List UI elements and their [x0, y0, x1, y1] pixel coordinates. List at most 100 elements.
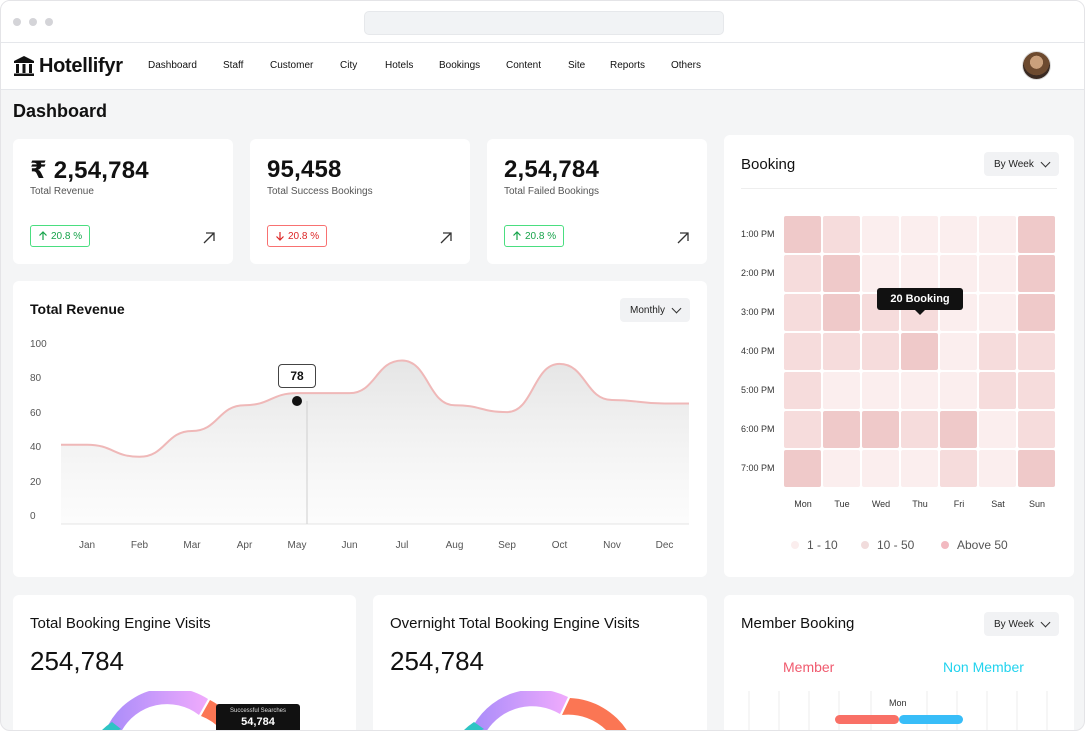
- booking-title: Booking: [741, 156, 796, 173]
- heatmap-cell[interactable]: [940, 333, 977, 370]
- tooltip-value: 54,784: [241, 716, 275, 728]
- arrow-up-right-icon[interactable]: [676, 231, 690, 245]
- y-tick-label: 0: [30, 511, 36, 522]
- stat-label: Total Failed Bookings: [504, 186, 600, 197]
- arrow-up-icon: [513, 231, 521, 240]
- heatmap-cell[interactable]: [823, 411, 860, 448]
- stat-card-revenue: ₹ 2,54,784 Total Revenue 20.8 %: [13, 139, 233, 264]
- x-tick-label: Apr: [236, 540, 253, 551]
- heatmap-cell[interactable]: [940, 216, 977, 253]
- overnight-card: [373, 595, 707, 730]
- nav-others[interactable]: Others: [671, 60, 702, 71]
- nav-dashboard[interactable]: Dashboard: [148, 60, 197, 71]
- heatmap-cell[interactable]: [979, 411, 1016, 448]
- heatmap-cell[interactable]: [784, 411, 821, 448]
- legend-dot: [861, 541, 869, 549]
- heatmap-cell[interactable]: [823, 294, 860, 331]
- heatmap-cell[interactable]: [901, 450, 938, 487]
- heatmap-tooltip: 20 Booking: [877, 288, 963, 315]
- nav-hotels[interactable]: Hotels: [385, 60, 414, 71]
- heatmap-cell[interactable]: [940, 450, 977, 487]
- window-dot[interactable]: [45, 18, 53, 26]
- heatmap-cell[interactable]: [940, 255, 977, 292]
- heatmap-cell[interactable]: [784, 216, 821, 253]
- booking-period-dropdown[interactable]: By Week: [984, 152, 1059, 176]
- heatmap-col-label: Sun: [1028, 499, 1045, 509]
- data-point-marker[interactable]: [292, 396, 302, 406]
- heatmap-cell[interactable]: [901, 372, 938, 409]
- nav-reports[interactable]: Reports: [610, 60, 646, 71]
- heatmap-cell[interactable]: [1018, 333, 1055, 370]
- member-day-label: Mon: [889, 698, 907, 708]
- heatmap-cell[interactable]: [940, 372, 977, 409]
- heatmap-cell[interactable]: [823, 216, 860, 253]
- heatmap-cell[interactable]: [862, 450, 899, 487]
- dropdown-value: By Week: [994, 158, 1034, 170]
- legend-item-high: Above 50: [941, 538, 1008, 552]
- heatmap-cell[interactable]: [1018, 216, 1055, 253]
- heatmap-cell[interactable]: [979, 450, 1016, 487]
- heatmap-cell[interactable]: [1018, 372, 1055, 409]
- heatmap-cell[interactable]: [862, 216, 899, 253]
- heatmap-cell[interactable]: [979, 333, 1016, 370]
- x-tick-label: Jun: [341, 540, 358, 551]
- user-avatar[interactable]: [1022, 51, 1051, 80]
- heatmap-cell[interactable]: [1018, 255, 1055, 292]
- heatmap-cell[interactable]: [784, 294, 821, 331]
- heatmap-row-label: 6:00 PM: [741, 424, 775, 434]
- x-tick-label: Sep: [498, 540, 516, 551]
- nav-content[interactable]: Content: [506, 60, 542, 71]
- heatmap-cell[interactable]: [823, 333, 860, 370]
- address-bar[interactable]: [364, 11, 724, 35]
- change-value: 20.8 %: [288, 230, 320, 242]
- heatmap-cell[interactable]: [901, 333, 938, 370]
- window-dot[interactable]: [29, 18, 37, 26]
- arrow-up-right-icon[interactable]: [439, 231, 453, 245]
- heatmap-cell[interactable]: [979, 294, 1016, 331]
- nav-staff[interactable]: Staff: [223, 60, 244, 71]
- heatmap-row-label: 1:00 PM: [741, 229, 775, 239]
- heatmap-cell[interactable]: [823, 372, 860, 409]
- app-logo[interactable]: Hotellifyr: [13, 53, 123, 79]
- heatmap-cell[interactable]: [979, 372, 1016, 409]
- overnight-title: Overnight Total Booking Engine Visits: [390, 615, 640, 632]
- heatmap-col-label: Wed: [871, 499, 891, 509]
- nav-city[interactable]: City: [340, 60, 358, 71]
- heatmap-cell[interactable]: [784, 333, 821, 370]
- heatmap-cell[interactable]: [784, 255, 821, 292]
- heatmap-cell[interactable]: [862, 372, 899, 409]
- window-dot[interactable]: [13, 18, 21, 26]
- heatmap-cell[interactable]: [1018, 411, 1055, 448]
- member-period-dropdown[interactable]: By Week: [984, 612, 1059, 636]
- heatmap-cell[interactable]: [862, 255, 899, 292]
- heatmap-cell[interactable]: [901, 411, 938, 448]
- heatmap-cell[interactable]: [940, 411, 977, 448]
- heatmap-cell[interactable]: [784, 450, 821, 487]
- arrow-up-right-icon[interactable]: [202, 231, 216, 245]
- heatmap-cell[interactable]: [1018, 294, 1055, 331]
- nav-bookings[interactable]: Bookings: [439, 60, 481, 71]
- heatmap-cell[interactable]: [979, 255, 1016, 292]
- tooltip-label: Successful Searches: [229, 708, 287, 714]
- heatmap-cell[interactable]: [901, 216, 938, 253]
- change-value: 20.8 %: [51, 230, 83, 242]
- heatmap-cell[interactable]: [784, 372, 821, 409]
- heatmap-cell[interactable]: [823, 450, 860, 487]
- y-tick-label: 80: [30, 373, 42, 385]
- revenue-period-dropdown[interactable]: Monthly: [620, 298, 691, 322]
- heatmap-cell[interactable]: [862, 411, 899, 448]
- x-tick-label: Dec: [655, 540, 674, 551]
- heatmap-cell[interactable]: [862, 333, 899, 370]
- heatmap-cell[interactable]: [979, 216, 1016, 253]
- y-tick-label: 20: [30, 476, 42, 488]
- heatmap-cell[interactable]: [1018, 450, 1055, 487]
- overnight-donut-chart: [464, 691, 627, 730]
- hotel-icon: [14, 56, 34, 76]
- nav-customer[interactable]: Customer: [270, 60, 314, 71]
- stat-value: 2,54,784: [504, 156, 600, 183]
- heatmap-cell[interactable]: [901, 255, 938, 292]
- heatmap-cell[interactable]: [823, 255, 860, 292]
- heatmap-row-label: 2:00 PM: [741, 268, 775, 278]
- nav-site[interactable]: Site: [568, 60, 586, 71]
